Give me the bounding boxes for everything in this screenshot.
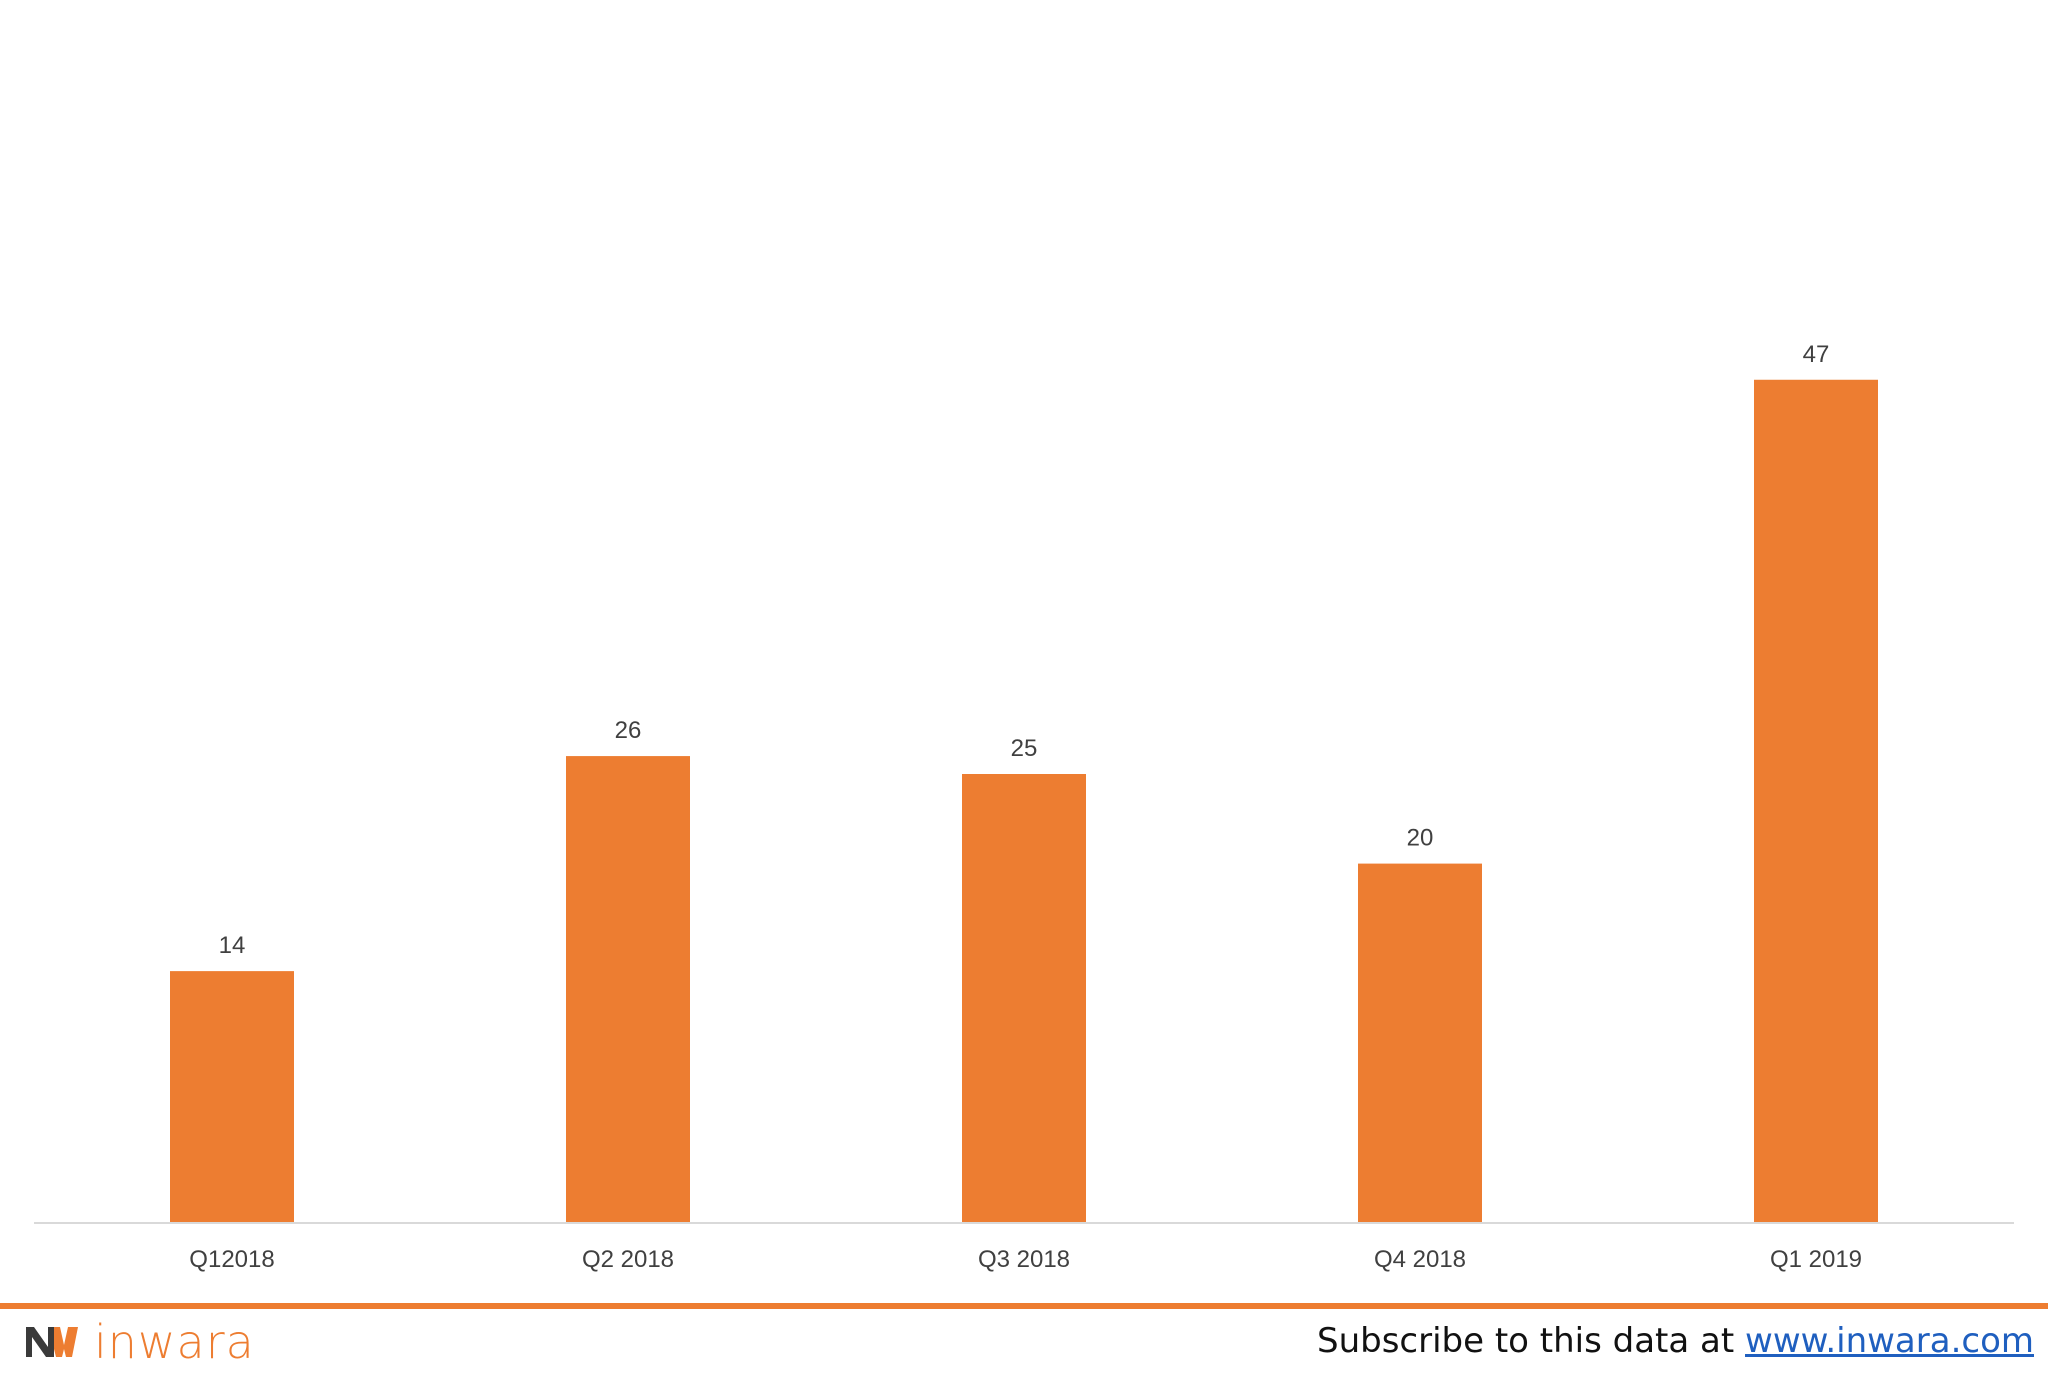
- data-label-1: 14: [219, 932, 246, 959]
- inwara-logo-icon: [26, 1327, 78, 1357]
- x-tick-label-3: Q3 2018: [978, 1246, 1070, 1273]
- data-label-3: 25: [1011, 735, 1038, 762]
- footer-divider: [0, 1303, 2048, 1309]
- bar-1: [170, 971, 294, 1222]
- footer: inwara Subscribe to this data at www.inw…: [0, 1309, 2048, 1378]
- data-label-4: 20: [1407, 825, 1434, 852]
- subscribe-text: Subscribe to this data at: [1317, 1321, 1746, 1361]
- x-tick-label-1: Q12018: [189, 1246, 274, 1273]
- data-label-5: 47: [1803, 341, 1830, 368]
- x-tick-label-4: Q4 2018: [1374, 1246, 1466, 1273]
- x-tick-label-5: Q1 2019: [1770, 1246, 1862, 1273]
- subscribe-note: Subscribe to this data at www.inwara.com: [1317, 1321, 2034, 1361]
- inwara-website-link[interactable]: www.inwara.com: [1745, 1321, 2034, 1361]
- inwara-logo: inwara: [24, 1319, 255, 1365]
- bar-3: [962, 774, 1086, 1222]
- bar-5: [1754, 379, 1878, 1222]
- x-tick-label-2: Q2 2018: [582, 1246, 674, 1273]
- bar-chart: 14 Q12018 26 Q2 2018 25 Q3 2018 20 Q4 2018 47 Q1 …: [34, 341, 2014, 1273]
- bar-2: [566, 756, 690, 1222]
- data-label-2: 26: [615, 717, 642, 744]
- logo-wordmark: inwara: [94, 1315, 255, 1369]
- bar-4: [1358, 863, 1482, 1222]
